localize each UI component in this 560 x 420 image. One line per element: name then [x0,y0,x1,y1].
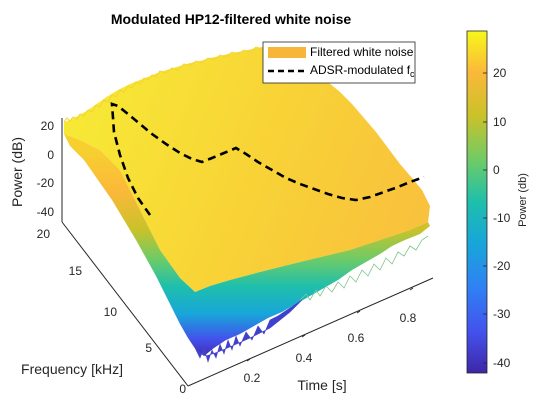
colorbar-tick-label: -30 [493,307,511,321]
surface-jagged-edge [195,299,303,364]
legend-label-fc: ADSR-modulated fc [310,63,415,79]
surface-plot [63,44,430,364]
x-tick-label: 0.8 [400,311,417,325]
y-tick-label: 15 [69,264,83,278]
legend: Filtered white noise ADSR-modulated fc [262,41,416,84]
y-tick-label: 5 [145,341,152,355]
legend-swatch-noise [268,47,306,58]
colorbar-tick-label: -20 [493,259,511,273]
legend-label-noise: Filtered white noise [310,45,414,59]
y-tick-label: 20 [37,227,51,241]
x-tick-label: 0.4 [296,351,313,365]
surface-top-noise [63,44,269,123]
y-tick-label: 10 [104,305,118,319]
colorbar-tick-label: -40 [493,356,511,370]
colorbar-tick-label: 20 [493,66,507,80]
y-axis-line [61,221,189,387]
adsr-fc-curve [110,102,425,216]
x-tick-label: 0.6 [348,331,365,345]
y-axis-label: Frequency [kHz] [21,361,123,377]
y-axis: 20 15 10 5 0 Frequency [kHz] [21,227,186,396]
z-tick-label: -20 [37,176,55,190]
surface-front-jagged [299,235,429,301]
colorbar-gradient [466,30,488,374]
surface-rolloff [64,134,430,356]
z-tick-label: 20 [41,119,55,133]
y-tick-label: 0 [179,382,186,396]
chart-title: Modulated HP12-filtered white noise [111,11,352,27]
colorbar-label: Power (db) [517,173,529,227]
z-axis: 20 0 -20 -40 Power (dB) [9,119,54,219]
z-axis-label: Power (dB) [9,137,25,207]
x-axis: 0.2 0.4 0.6 0.8 Time [s] [244,287,417,393]
axes-box [61,118,434,387]
x-axis-label: Time [s] [297,377,346,393]
z-tick-label: 0 [47,148,54,162]
surface-top [64,46,430,292]
colorbar: 20 10 0 -10 -20 -30 -40 Power (db) [466,30,529,374]
x-axis-line [187,277,434,387]
colorbar-tick-label: -10 [493,211,511,225]
colorbar-ticks [483,72,487,364]
colorbar-tick-label: 10 [493,115,507,129]
z-tick-label: -40 [37,205,55,219]
x-tick-label: 0.2 [244,371,261,385]
colorbar-tick-label: 0 [493,163,500,177]
